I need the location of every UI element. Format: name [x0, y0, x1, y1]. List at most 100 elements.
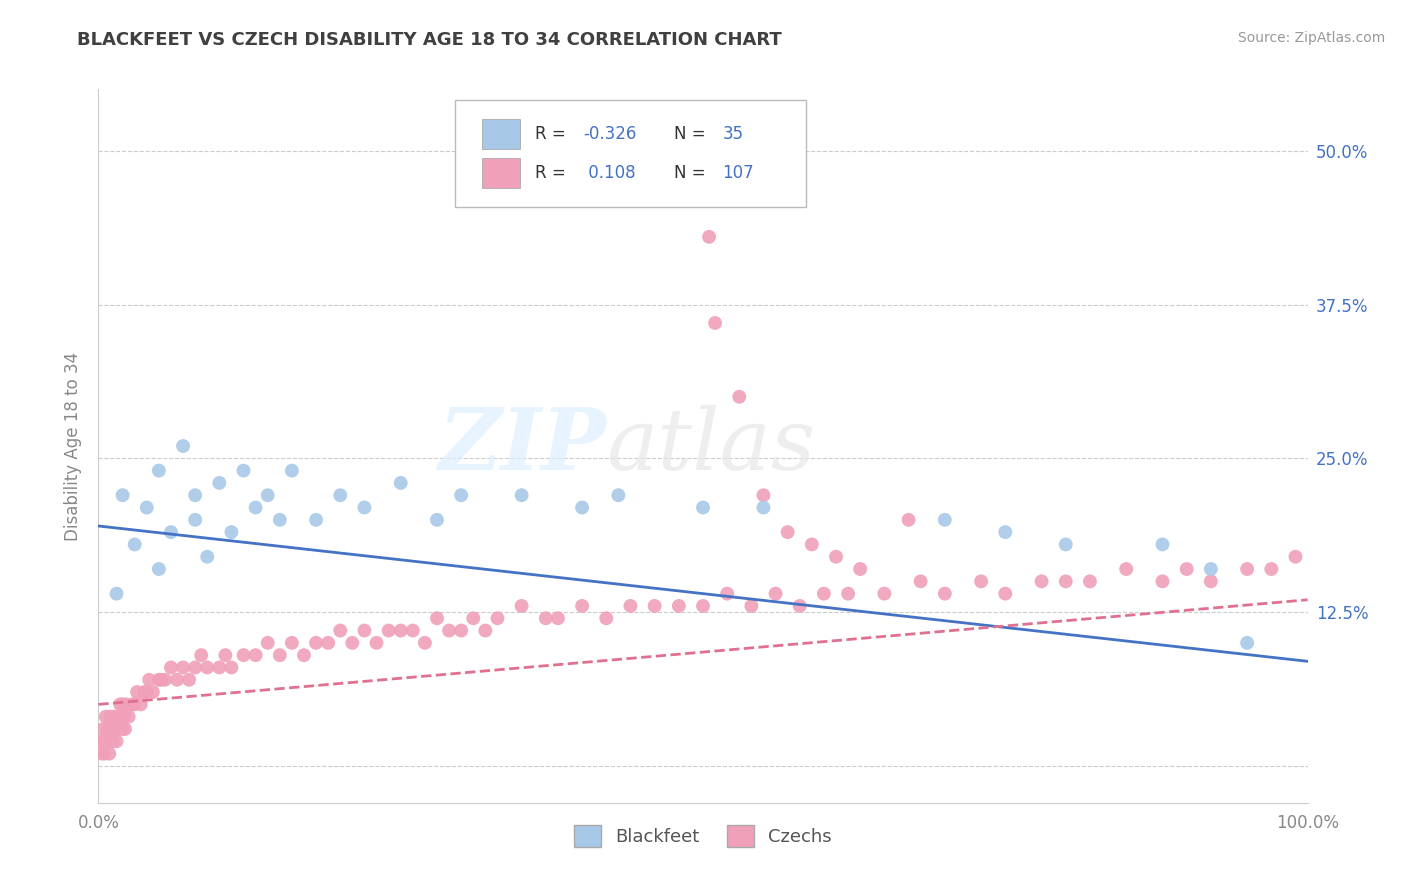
- Point: [184, 660, 207, 674]
- Point: [96, 734, 118, 748]
- Point: [619, 599, 641, 613]
- Point: [305, 636, 328, 650]
- Point: [389, 624, 412, 638]
- Point: [208, 660, 231, 674]
- Point: [1175, 562, 1198, 576]
- Point: [450, 488, 472, 502]
- Point: [214, 648, 236, 662]
- Point: [994, 587, 1017, 601]
- Point: [148, 673, 170, 687]
- Point: [166, 673, 188, 687]
- Point: [90, 734, 112, 748]
- Point: [1115, 562, 1137, 576]
- Text: 107: 107: [723, 164, 754, 182]
- Point: [101, 734, 124, 748]
- Point: [752, 500, 775, 515]
- Point: [100, 722, 122, 736]
- Point: [124, 698, 146, 712]
- Point: [245, 500, 267, 515]
- Text: N =: N =: [673, 164, 711, 182]
- Point: [547, 611, 569, 625]
- Text: atlas: atlas: [606, 405, 815, 487]
- Point: [1152, 537, 1174, 551]
- Point: [91, 722, 114, 736]
- Point: [329, 624, 352, 638]
- Point: [172, 439, 194, 453]
- FancyBboxPatch shape: [456, 100, 806, 207]
- Point: [316, 636, 339, 650]
- Point: [486, 611, 509, 625]
- Point: [256, 636, 278, 650]
- Point: [108, 722, 131, 736]
- Point: [121, 698, 143, 712]
- Point: [813, 587, 835, 601]
- Point: [105, 587, 128, 601]
- Point: [112, 709, 135, 723]
- Point: [232, 648, 254, 662]
- Point: [172, 660, 194, 674]
- Point: [837, 587, 859, 601]
- Point: [740, 599, 762, 613]
- Point: [389, 475, 412, 490]
- Point: [644, 599, 666, 613]
- Point: [534, 611, 557, 625]
- Point: [450, 624, 472, 638]
- Point: [232, 464, 254, 478]
- Y-axis label: Disability Age 18 to 34: Disability Age 18 to 34: [65, 351, 83, 541]
- Point: [607, 488, 630, 502]
- Point: [716, 587, 738, 601]
- Point: [934, 513, 956, 527]
- Point: [789, 599, 811, 613]
- Point: [413, 636, 436, 650]
- Point: [704, 316, 727, 330]
- Point: [195, 549, 218, 564]
- Point: [105, 734, 128, 748]
- Point: [849, 562, 872, 576]
- Point: [292, 648, 315, 662]
- Point: [994, 525, 1017, 540]
- Point: [150, 673, 173, 687]
- Point: [474, 624, 496, 638]
- Point: [353, 624, 375, 638]
- Text: -0.326: -0.326: [583, 125, 637, 143]
- Point: [256, 488, 278, 502]
- Point: [221, 660, 243, 674]
- Point: [402, 624, 425, 638]
- Point: [897, 513, 920, 527]
- Point: [135, 500, 157, 515]
- Point: [1236, 636, 1258, 650]
- Legend: Blackfeet, Czechs: Blackfeet, Czechs: [567, 818, 839, 855]
- Point: [571, 500, 593, 515]
- Point: [111, 722, 134, 736]
- Point: [114, 722, 136, 736]
- Point: [510, 488, 533, 502]
- Point: [342, 636, 364, 650]
- Point: [1152, 574, 1174, 589]
- Point: [107, 709, 129, 723]
- Point: [437, 624, 460, 638]
- Point: [269, 648, 291, 662]
- Text: Source: ZipAtlas.com: Source: ZipAtlas.com: [1237, 31, 1385, 45]
- Point: [148, 562, 170, 576]
- FancyBboxPatch shape: [482, 158, 520, 187]
- Point: [1078, 574, 1101, 589]
- Point: [135, 685, 157, 699]
- Text: ZIP: ZIP: [439, 404, 606, 488]
- Point: [118, 709, 141, 723]
- Point: [1199, 574, 1222, 589]
- Point: [697, 230, 720, 244]
- Point: [1054, 574, 1077, 589]
- Text: 0.108: 0.108: [583, 164, 636, 182]
- Point: [124, 537, 146, 551]
- Text: R =: R =: [534, 164, 571, 182]
- Point: [825, 549, 848, 564]
- Point: [129, 698, 152, 712]
- Point: [195, 660, 218, 674]
- Point: [93, 747, 115, 761]
- Point: [329, 488, 352, 502]
- Point: [94, 709, 117, 723]
- Point: [765, 587, 787, 601]
- Point: [800, 537, 823, 551]
- Point: [245, 648, 267, 662]
- Point: [934, 587, 956, 601]
